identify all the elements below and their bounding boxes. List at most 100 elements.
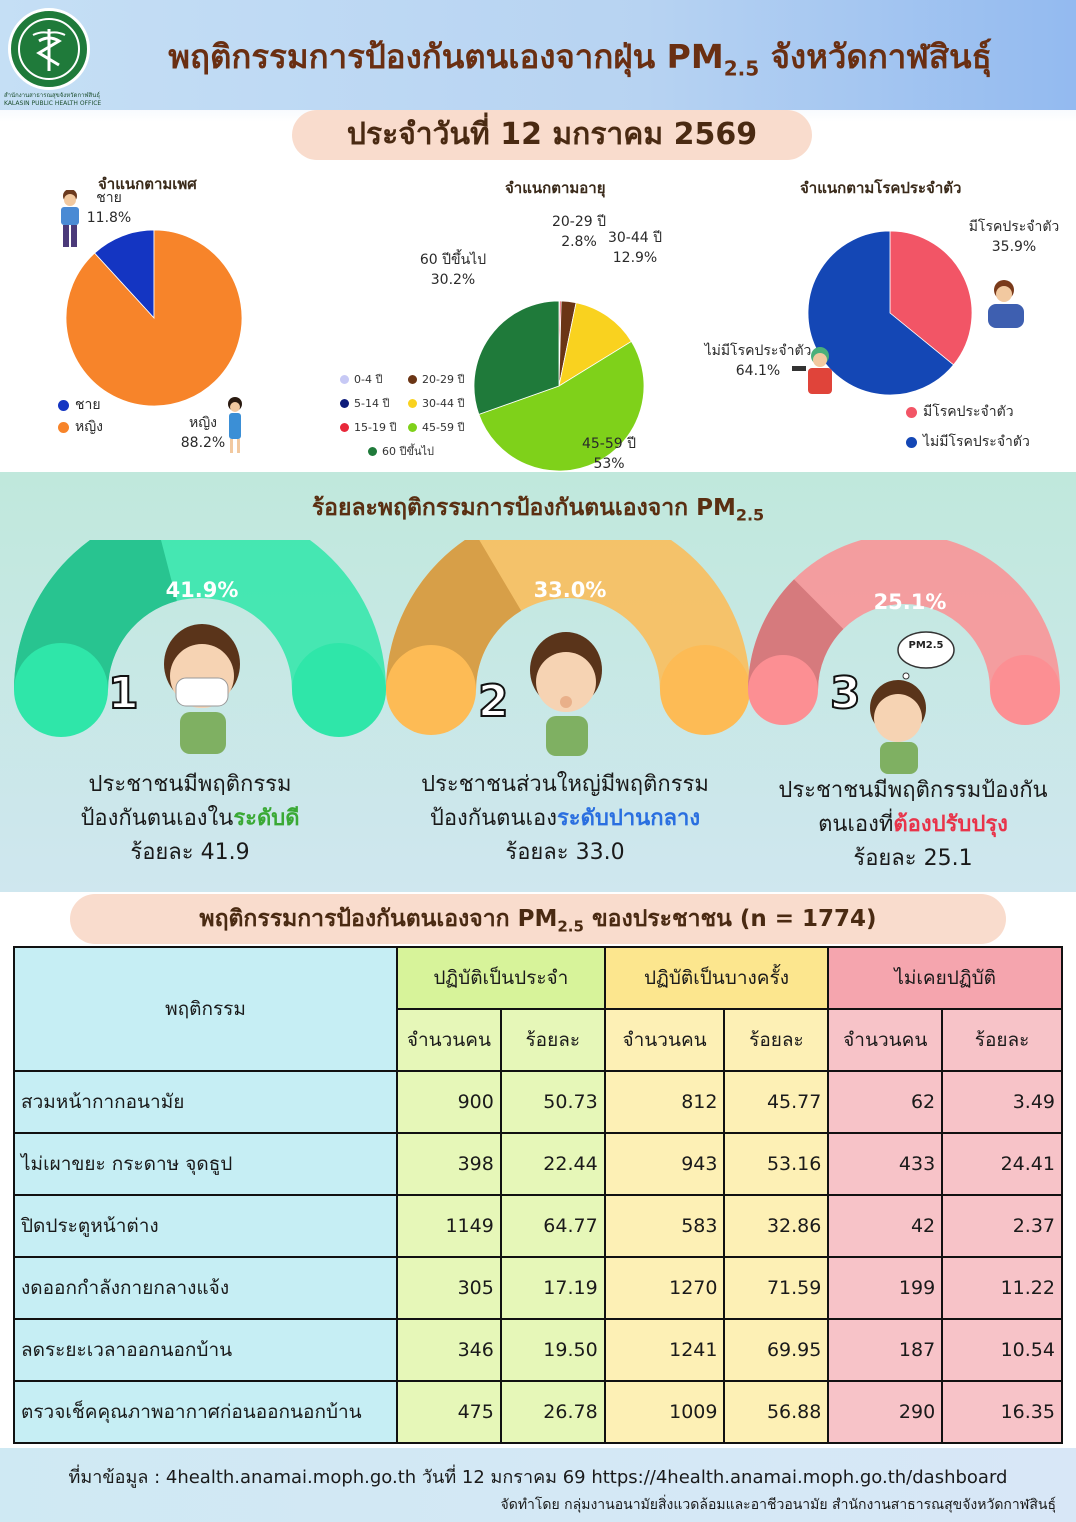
section2-title: ร้อยละพฤติกรรมการป้องกันตนเองจาก PM2.5 bbox=[311, 495, 765, 525]
behavior-cell: ลดระยะเวลาออกนอกบ้าน bbox=[13, 1318, 398, 1382]
gauge-cap bbox=[386, 645, 476, 735]
count-cell: 583 bbox=[603, 1194, 726, 1258]
pct-cell: 53.16 bbox=[723, 1132, 830, 1196]
age-pie bbox=[473, 300, 645, 472]
disease-yes-label: มีโรคประจำตัว 35.9% bbox=[968, 219, 1060, 255]
date-banner: ประจำวันที่ 12 มกราคม 2569 bbox=[292, 110, 812, 160]
behavior-cell: ปิดประตูหน้าต่าง bbox=[13, 1194, 398, 1258]
count-cell: 433 bbox=[827, 1132, 944, 1196]
gauge-cap bbox=[14, 643, 108, 737]
table-row: สวมหน้ากากอนามัย 900 50.73 812 45.77 62 3.49 bbox=[13, 1070, 1063, 1134]
gender-pie-title: จำแนกตามเพศ bbox=[98, 175, 197, 193]
count-cell: 1241 bbox=[603, 1318, 726, 1382]
disease-pie bbox=[807, 230, 973, 396]
pie-slice bbox=[94, 229, 155, 320]
gauge-cap bbox=[748, 655, 818, 725]
gender-female-label: หญิง 88.2% bbox=[180, 415, 226, 451]
count-cell: 346 bbox=[395, 1318, 502, 1382]
office-name: สำนักงานสาธารณสุขจังหวัดกาฬสินธุ์ KALASI… bbox=[4, 92, 102, 107]
gauge-improve bbox=[748, 540, 1060, 725]
credit: จัดทำโดย กลุ่มงานอนามัยสิ่งแวดล้อมและอาช… bbox=[500, 1497, 1056, 1513]
kid-mask-icon bbox=[164, 624, 240, 754]
kid-worried-icon bbox=[530, 632, 602, 756]
pct-cell: 71.59 bbox=[723, 1256, 830, 1320]
disease-legend: มีโรคประจำตัว ไม่มีโรคประจำตัว bbox=[906, 397, 1030, 457]
col-group-sometimes: ปฏิบัติเป็นบางครั้ง bbox=[603, 946, 830, 1010]
pct-cell: 2.37 bbox=[941, 1194, 1063, 1258]
sub-pct: ร้อยละ bbox=[941, 1008, 1063, 1072]
gender-male-label: ชาย 11.8% bbox=[86, 190, 132, 226]
sub-count: จำนวนคน bbox=[603, 1008, 726, 1072]
pct-cell: 26.78 bbox=[499, 1380, 606, 1444]
col-group-regular: ปฏิบัติเป็นประจำ bbox=[395, 946, 606, 1010]
sub-pct: ร้อยละ bbox=[723, 1008, 830, 1072]
pct-cell: 50.73 bbox=[499, 1070, 606, 1134]
pie-charts-svg bbox=[61, 190, 1024, 472]
pct-cell: 69.95 bbox=[723, 1318, 830, 1382]
sub-count: จำนวนคน bbox=[395, 1008, 502, 1072]
pct-cell: 19.50 bbox=[499, 1318, 606, 1382]
pct-cell: 11.22 bbox=[941, 1256, 1063, 1320]
count-cell: 1009 bbox=[603, 1380, 726, 1444]
pct-cell: 45.77 bbox=[723, 1070, 830, 1134]
behavior-cell: สวมหน้ากากอนามัย bbox=[13, 1070, 398, 1134]
pct-cell: 24.41 bbox=[941, 1132, 1063, 1196]
pm-bubble-text: PM2.5 bbox=[909, 640, 944, 651]
gauge-good bbox=[14, 540, 386, 737]
pct-cell: 32.86 bbox=[723, 1194, 830, 1258]
rank-2: 2 bbox=[477, 675, 510, 728]
count-cell: 900 bbox=[395, 1070, 502, 1134]
col-group-never: ไม่เคยปฏิบัติ bbox=[827, 946, 1063, 1010]
count-cell: 943 bbox=[603, 1132, 726, 1196]
pct-cell: 64.77 bbox=[499, 1194, 606, 1258]
age-30-44-label: 30-44 ปี 12.9% bbox=[607, 230, 663, 266]
rank-1: 1 bbox=[107, 667, 140, 720]
healthy-person-icon bbox=[792, 347, 832, 394]
gauge-medium bbox=[386, 540, 750, 735]
pie-slice bbox=[889, 230, 973, 366]
count-cell: 1149 bbox=[395, 1194, 502, 1258]
kid-sad-icon bbox=[870, 680, 926, 774]
level1-desc: ประชาชนมีพฤติกรรม ป้องกันตนเองในระดับดี … bbox=[80, 772, 300, 865]
count-cell: 42 bbox=[827, 1194, 944, 1258]
disease-pie-title: จำแนกตามโรคประจำตัว bbox=[800, 179, 962, 197]
sick-person-icon bbox=[988, 280, 1024, 328]
pct-cell: 3.49 bbox=[941, 1070, 1063, 1134]
age-legend-col1: 0-4 ปี 5-14 ปี 15-19 ปี bbox=[340, 367, 396, 439]
level3-pct: 25.1% bbox=[873, 590, 947, 614]
count-cell: 187 bbox=[827, 1318, 944, 1382]
count-cell: 812 bbox=[603, 1070, 726, 1134]
count-cell: 398 bbox=[395, 1132, 502, 1196]
gender-pie bbox=[65, 229, 243, 407]
count-cell: 305 bbox=[395, 1256, 502, 1320]
woman-icon bbox=[228, 397, 242, 453]
age-20-29-label: 20-29 ปี 2.8% bbox=[551, 214, 607, 250]
pct-cell: 10.54 bbox=[941, 1318, 1063, 1382]
table-banner: พฤติกรรมการป้องกันตนเองจาก PM2.5 ของประช… bbox=[70, 894, 1006, 944]
level2-pct: 33.0% bbox=[533, 578, 607, 602]
col-behavior-header: พฤติกรรม bbox=[13, 946, 398, 1072]
disease-no-label: ไม่มีโรคประจำตัว 64.1% bbox=[704, 343, 812, 379]
man-icon bbox=[61, 190, 79, 247]
ministry-logo bbox=[8, 8, 90, 90]
age-legend-col2: 20-29 ปี 30-44 ปี 45-59 ปี bbox=[408, 367, 464, 439]
pie-slice bbox=[65, 229, 243, 407]
pm-thought-bubble: PM2.5 bbox=[897, 631, 955, 680]
footer-band bbox=[0, 1448, 1076, 1522]
table-row: ลดระยะเวลาออกนอกบ้าน 346 19.50 1241 69.95 187… bbox=[13, 1318, 1063, 1382]
data-source: ที่มาข้อมูล : 4health.anamai.moph.go.th … bbox=[68, 1467, 1008, 1488]
rank-3: 3 bbox=[829, 667, 862, 720]
age-45-59-label: 45-59 ปี 53% bbox=[581, 436, 637, 472]
pie-slice bbox=[473, 300, 560, 415]
gauge-cap bbox=[292, 643, 386, 737]
gender-legend: ชาย หญิง bbox=[58, 394, 103, 438]
count-cell: 62 bbox=[827, 1070, 944, 1134]
header-band bbox=[0, 0, 1076, 110]
level3-desc: ประชาชนมีพฤติกรรมป้องกัน ตนเองที่ต้องปรั… bbox=[778, 778, 1048, 871]
sub-pct: ร้อยละ bbox=[499, 1008, 606, 1072]
count-cell: 1270 bbox=[603, 1256, 726, 1320]
pie-slice bbox=[558, 302, 632, 387]
pct-cell: 22.44 bbox=[499, 1132, 606, 1196]
behavior-cell: งดออกกำลังกายกลางแจ้ง bbox=[13, 1256, 398, 1320]
behavior-cell: ตรวจเช็คคุณภาพอากาศก่อนออกนอกบ้าน bbox=[13, 1380, 398, 1444]
